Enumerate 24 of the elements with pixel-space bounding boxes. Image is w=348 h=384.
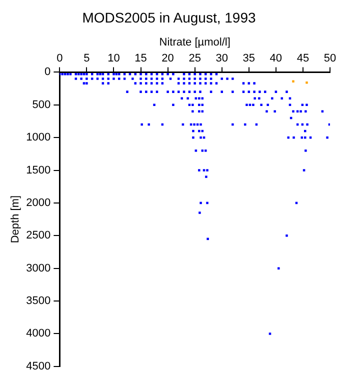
x-tick-label: 45	[296, 52, 310, 65]
x-tick-label: 10	[108, 52, 120, 65]
x-tick-label: 40	[270, 52, 282, 65]
x-tick-label: 5	[84, 52, 90, 65]
x-tick-label: 0	[56, 52, 63, 65]
x-tick-label: 30	[216, 52, 228, 65]
y-tick-label: 4000	[26, 328, 51, 340]
x-tick-label: 15	[134, 52, 147, 65]
y-tick-label: 1000	[26, 132, 51, 144]
x-tick-label: 35	[242, 52, 256, 65]
y-tick-label: 2500	[26, 230, 51, 242]
x-axis-title: Nitrate [µmol/l]	[159, 36, 230, 48]
y-tick-label: 0	[44, 66, 51, 78]
y-axis-title: Depth [m]	[10, 195, 22, 244]
x-tick-label: 25	[188, 52, 201, 65]
y-tick-label: 4500	[26, 360, 51, 372]
y-tick-label: 3000	[26, 262, 51, 274]
chart-title: MODS2005 in August, 1993	[82, 9, 256, 26]
y-tick-label: 500	[32, 98, 51, 111]
x-tick-label: 50	[324, 52, 336, 65]
x-tick-label: 20	[162, 52, 174, 65]
y-tick-label: 3500	[26, 295, 51, 308]
y-tick-label: 1500	[26, 164, 51, 176]
y-tick-label: 2000	[26, 196, 51, 209]
